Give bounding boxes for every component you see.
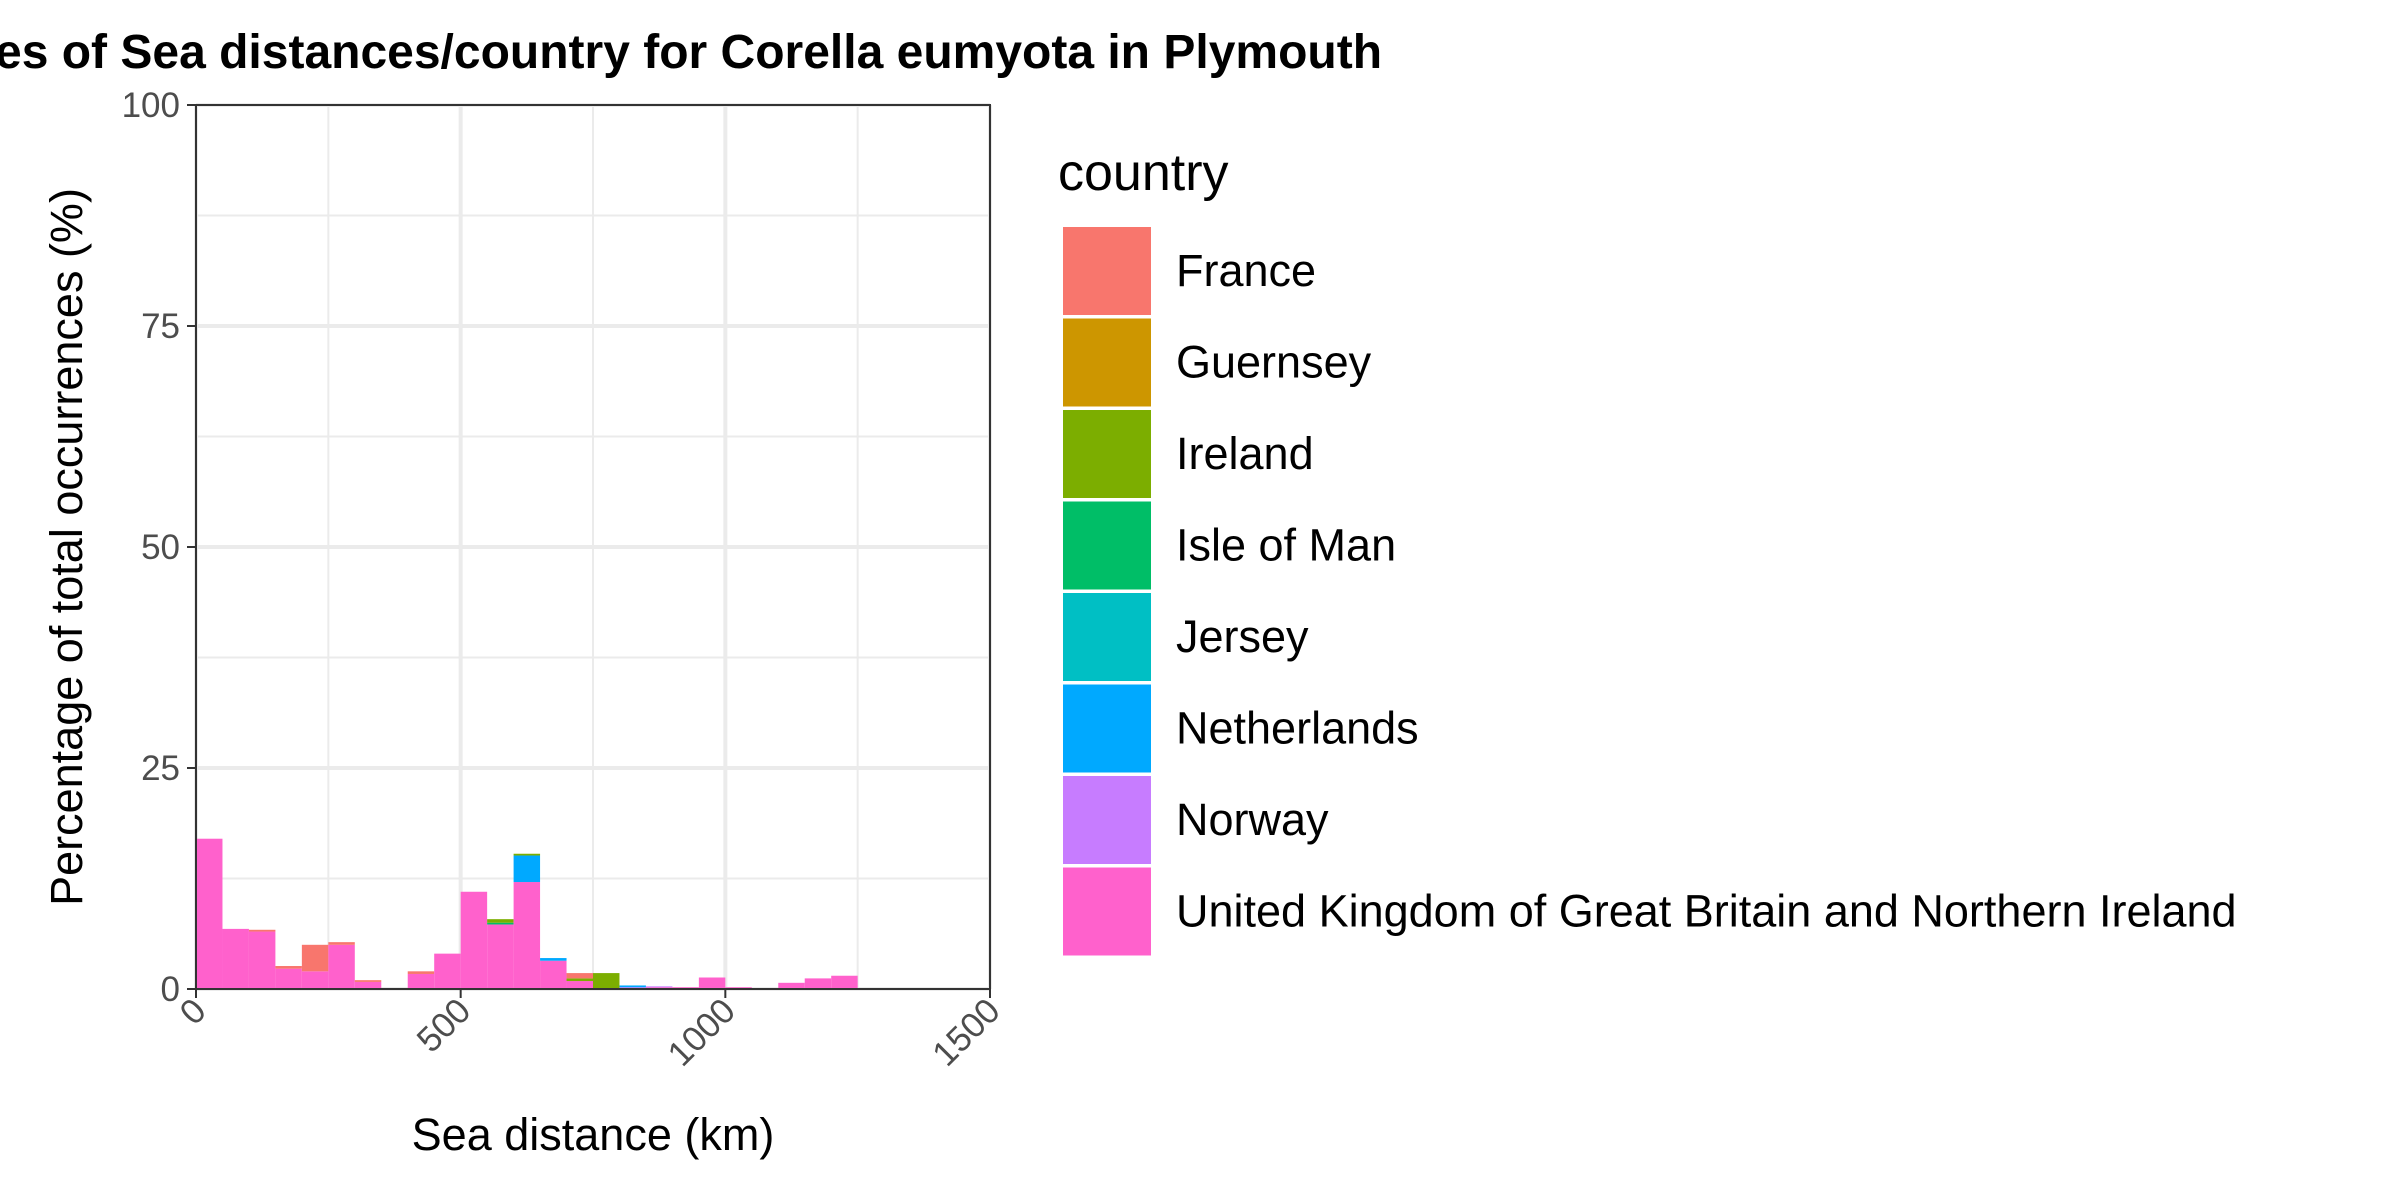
legend-swatch [1063,593,1151,681]
bar [513,882,541,989]
legend: country France Guernsey Ireland Isle of Man… [1058,144,2237,956]
y-tick-label: 75 [141,307,180,346]
bar [619,985,646,988]
legend-title: country [1058,144,1229,202]
legend-label: Ireland [1176,428,1314,479]
bars [196,838,858,989]
bar [513,855,541,883]
bar [407,971,435,974]
bar [328,942,355,945]
legend-label: United Kingdom of Great Britain and Nort… [1176,886,2237,937]
y-axis-title: Percentage of total occurrences (%) [41,188,92,906]
y-tick-label: 25 [141,749,180,788]
bar [301,944,329,972]
bar [513,853,541,856]
bar [593,973,620,989]
bar [540,958,567,961]
legend-label: Norway [1176,794,1329,845]
bar [487,919,514,923]
legend-label: Jersey [1176,611,1309,662]
bar [248,931,276,989]
legend-label: Netherlands [1176,703,1419,754]
bar [487,922,514,925]
x-axis-title: Sea distance (km) [412,1109,775,1160]
x-tick-label: 500 [409,991,478,1060]
x-tick-label: 1000 [660,991,743,1074]
legend-swatch [1063,501,1151,590]
y-tick-label: 0 [161,970,180,1009]
bar [804,978,832,989]
legend-swatch [1063,776,1151,864]
legend-swatch [1063,318,1151,407]
y-axis: 0 25 50 75 100 [122,86,196,1009]
bar [407,973,435,989]
bar [354,980,382,982]
legend-swatch [1063,684,1151,773]
bar [460,891,488,989]
bar [540,960,567,989]
y-tick-label: 100 [122,86,180,125]
bar [566,973,593,979]
legend-swatch [1063,867,1151,956]
bar [831,975,858,989]
bar [354,981,382,989]
y-tick-label: 50 [141,528,180,567]
bar [196,838,223,989]
bar [434,953,461,989]
bar [301,971,329,989]
legend-swatch [1063,227,1151,315]
x-tick-label: 0 [172,991,213,1032]
bar [566,981,593,989]
bar [275,966,302,969]
chart-title: es of Sea distances/country for Corella … [0,26,1382,79]
bar [275,968,302,989]
bar [566,978,593,982]
bar [645,986,673,988]
legend-label: France [1176,245,1316,296]
x-tick-label: 1500 [925,991,1008,1074]
bar [487,924,514,989]
bar [222,928,249,989]
legend-label: Guernsey [1176,337,1372,388]
bar [248,929,276,932]
legend-label: Isle of Man [1176,520,1396,571]
bar [698,977,726,989]
bar [328,944,355,989]
x-axis: 0 500 1000 1500 [172,989,1008,1074]
bar [778,982,805,989]
legend-swatch [1063,410,1151,498]
